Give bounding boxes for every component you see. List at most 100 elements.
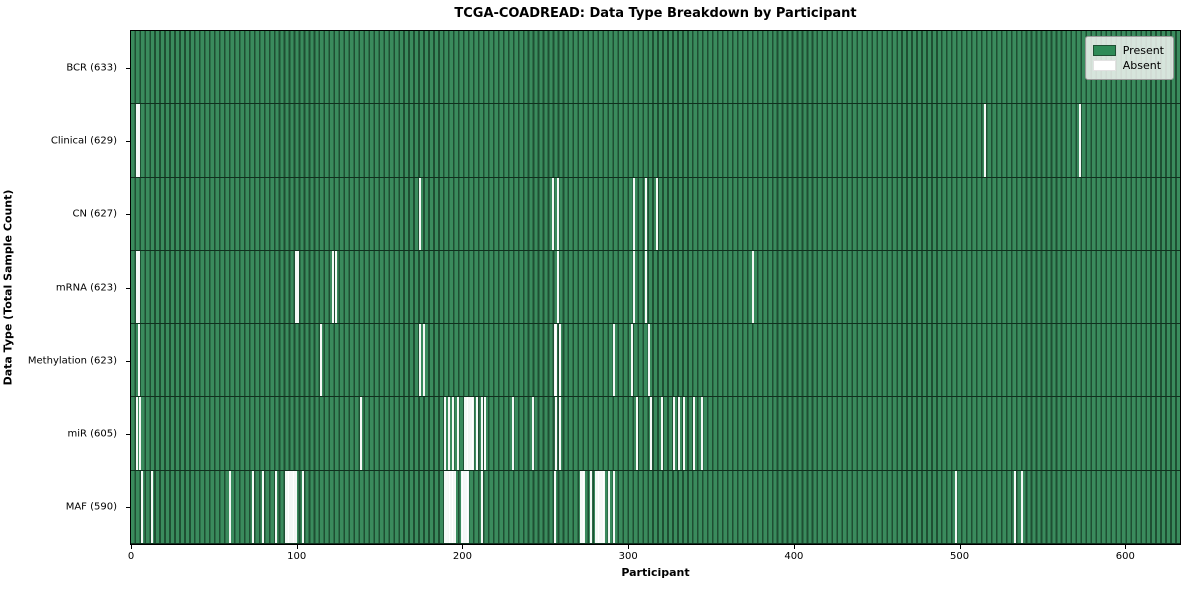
y-tick-label: MAF (590) (65, 501, 117, 513)
absent-cell (261, 470, 264, 543)
absent-cell (419, 177, 422, 250)
heatmap-row-mrna (131, 250, 1180, 325)
absent-cell (553, 324, 556, 397)
absent-cell (603, 470, 606, 543)
absent-cell (480, 397, 483, 470)
absent-cell (251, 470, 254, 543)
y-tick-label: mRNA (623) (55, 282, 117, 293)
absent-cell (580, 470, 583, 543)
absent-cell (449, 470, 452, 543)
absent-cell (450, 470, 453, 543)
y-tick-label: Clinical (629) (50, 135, 117, 147)
absent-cell (228, 470, 231, 543)
absent-cell (613, 324, 616, 397)
x-tick-mark (959, 545, 961, 549)
legend-label-present: Present (1122, 44, 1164, 57)
absent-cell (139, 397, 142, 470)
absent-cell (457, 397, 460, 470)
absent-cell (599, 470, 602, 543)
heatmap-row-clinical (131, 104, 1180, 178)
absent-cell (319, 324, 322, 397)
heatmap-row-cn (131, 177, 1180, 251)
absent-cell (462, 470, 465, 543)
x-tick-mark (296, 545, 298, 549)
absent-cell (464, 470, 467, 543)
absent-cell (475, 397, 478, 470)
absent-cell (137, 250, 140, 324)
y-tick-mark (126, 214, 130, 216)
absent-cell (613, 470, 616, 543)
absent-cell (590, 470, 593, 543)
absent-cell (288, 470, 291, 543)
absent-cell (480, 470, 483, 543)
absent-cell (558, 324, 561, 397)
absent-cell (583, 470, 586, 543)
x-tick-mark (793, 545, 795, 549)
absent-cell (464, 397, 467, 470)
absent-cell (447, 470, 450, 543)
absent-swatch (1092, 60, 1116, 71)
absent-cell (275, 470, 278, 543)
absent-cell (447, 397, 450, 470)
x-tick-label: 300 (618, 551, 638, 562)
legend-entry-present: Present (1092, 44, 1164, 57)
absent-cell (752, 250, 755, 324)
absent-cell (140, 470, 143, 543)
absent-cell (359, 397, 362, 470)
absent-cell (135, 104, 138, 177)
absent-cell (465, 397, 468, 470)
absent-cell (656, 177, 659, 250)
absent-cell (452, 397, 455, 470)
heatmap-row-mir (131, 397, 1180, 471)
x-tick-label: 100 (287, 551, 307, 562)
absent-cell (469, 397, 472, 470)
absent-cell (301, 470, 304, 543)
absent-cell (296, 250, 299, 324)
absent-cell (285, 470, 288, 543)
absent-cell (419, 324, 422, 397)
absent-cell (470, 397, 473, 470)
absent-cell (137, 324, 140, 397)
absent-cell (467, 397, 470, 470)
absent-cell (331, 250, 334, 324)
chart-title: TCGA-COADREAD: Data Type Breakdown by Pa… (454, 6, 857, 21)
absent-cell (558, 397, 561, 470)
absent-cell (460, 470, 463, 543)
absent-cell (444, 397, 447, 470)
absent-cell (601, 470, 604, 543)
absent-cell (465, 470, 468, 543)
absent-cell (512, 397, 515, 470)
absent-cell (135, 397, 138, 470)
absent-cell (467, 470, 470, 543)
absent-cell (677, 397, 680, 470)
absent-cell (555, 397, 558, 470)
absent-cell (649, 397, 652, 470)
absent-cell (295, 470, 298, 543)
absent-cell (1014, 470, 1017, 543)
absent-cell (422, 324, 425, 397)
heatmap-row-maf (131, 470, 1180, 544)
absent-cell (954, 470, 957, 543)
absent-cell (295, 250, 298, 324)
absent-cell (644, 250, 647, 324)
absent-cell (137, 104, 140, 177)
absent-cell (553, 470, 556, 543)
absent-cell (701, 397, 704, 470)
absent-cell (631, 324, 634, 397)
legend: Present Absent (1084, 36, 1174, 80)
absent-cell (648, 324, 651, 397)
absent-cell (291, 470, 294, 543)
x-tick-label: 400 (784, 551, 804, 562)
absent-cell (633, 250, 636, 324)
absent-cell (608, 470, 611, 543)
x-axis-label: Participant (621, 566, 690, 579)
x-tick-mark (1125, 545, 1127, 549)
x-tick-mark (462, 545, 464, 549)
absent-cell (581, 470, 584, 543)
absent-cell (1020, 470, 1023, 543)
absent-cell (598, 470, 601, 543)
y-tick-label: Methylation (623) (27, 355, 117, 367)
x-tick-mark (131, 545, 132, 549)
absent-cell (984, 104, 987, 177)
